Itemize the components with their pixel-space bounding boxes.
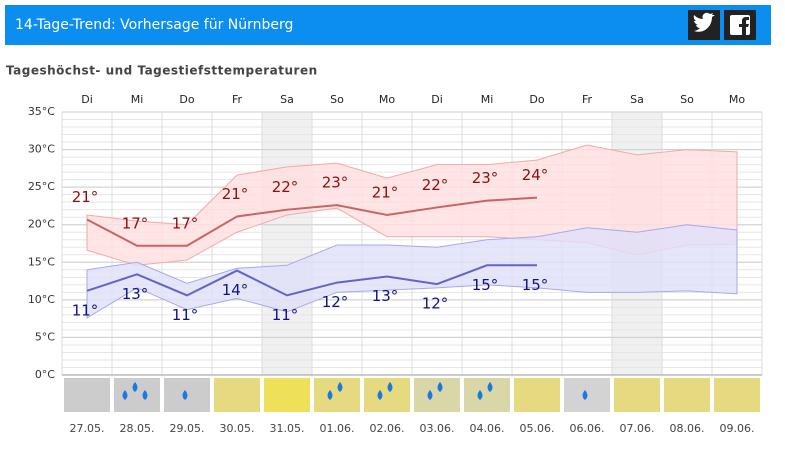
twitter-button[interactable] xyxy=(688,10,720,40)
weather-tile xyxy=(464,378,510,412)
date-label: 29.05. xyxy=(170,422,205,435)
value-label: 17° xyxy=(172,214,199,232)
weather-tile xyxy=(314,378,360,412)
day-label: Do xyxy=(529,93,544,106)
date-label: 03.06. xyxy=(420,422,455,435)
y-tick-label: 15°C xyxy=(28,255,55,268)
weather-tile xyxy=(614,378,660,412)
value-label: 12° xyxy=(422,295,449,313)
weather-tile xyxy=(714,378,760,412)
date-label: 30.05. xyxy=(220,422,255,435)
date-label: 28.05. xyxy=(120,422,155,435)
value-label: 11° xyxy=(72,301,99,319)
weather-tile xyxy=(64,378,110,412)
date-label: 01.06. xyxy=(320,422,355,435)
rain-drop xyxy=(477,390,483,400)
temperature-line xyxy=(86,196,538,247)
rain-drop xyxy=(377,390,383,400)
date-label: 07.06. xyxy=(620,422,655,435)
date-label: 27.05. xyxy=(70,422,105,435)
value-label: 14° xyxy=(222,281,249,299)
y-tick-label: 10°C xyxy=(28,293,55,306)
weekend-shade xyxy=(262,112,312,375)
rain-drop xyxy=(327,390,333,400)
value-label: 11° xyxy=(272,306,299,324)
date-label: 05.06. xyxy=(520,422,555,435)
header-title: 14-Tage-Trend: Vorhersage für Nürnberg xyxy=(15,17,293,33)
y-tick-label: 20°C xyxy=(28,218,55,231)
day-label: Mi xyxy=(131,93,144,106)
header-bar xyxy=(5,5,771,45)
y-tick-label: 30°C xyxy=(28,143,55,156)
day-label: Mo xyxy=(379,93,395,106)
day-label: Di xyxy=(431,93,443,106)
value-label: 11° xyxy=(172,306,199,324)
date-label: 08.06. xyxy=(670,422,705,435)
y-tick-label: 5°C xyxy=(35,330,55,343)
rain-drop xyxy=(182,390,188,400)
weather-tile xyxy=(364,378,410,412)
day-label: So xyxy=(680,93,694,106)
rain-drop xyxy=(582,390,588,400)
day-label: Fr xyxy=(232,93,243,106)
value-label: 13° xyxy=(372,287,399,305)
date-label: 06.06. xyxy=(570,422,605,435)
value-label: 12° xyxy=(322,293,349,311)
value-label: 21° xyxy=(372,183,399,201)
value-label: 15° xyxy=(522,276,549,294)
rain-drop xyxy=(132,382,138,392)
value-label: 24° xyxy=(522,166,549,184)
day-label: Di xyxy=(81,93,93,106)
value-label: 13° xyxy=(122,285,149,303)
day-label: Mi xyxy=(481,93,494,106)
value-label: 21° xyxy=(72,188,99,206)
day-label: Mo xyxy=(729,93,745,106)
value-label: 21° xyxy=(222,185,249,203)
rain-drop xyxy=(487,382,493,392)
date-label: 31.05. xyxy=(270,422,305,435)
value-label: 17° xyxy=(122,214,149,232)
weather-tile xyxy=(114,378,160,412)
weather-tile xyxy=(264,378,310,412)
range-band xyxy=(86,224,738,319)
y-tick-label: 25°C xyxy=(28,180,55,193)
value-label: 15° xyxy=(472,276,499,294)
weather-tile xyxy=(414,378,460,412)
rain-drop xyxy=(387,382,393,392)
y-tick-label: 0°C xyxy=(35,368,55,381)
weather-tile xyxy=(514,378,560,412)
value-label: 22° xyxy=(272,178,299,196)
rain-drop xyxy=(427,390,433,400)
value-label: 23° xyxy=(472,169,499,187)
rain-drop xyxy=(337,382,343,392)
value-label: 22° xyxy=(422,176,449,194)
date-label: 09.06. xyxy=(720,422,755,435)
chart-title: Tageshöchst- und Tagestiefsttemperaturen xyxy=(6,64,318,78)
weather-tile xyxy=(214,378,260,412)
rain-drop xyxy=(437,382,443,392)
y-tick-label: 35°C xyxy=(28,105,55,118)
day-label: Do xyxy=(179,93,194,106)
day-label: Sa xyxy=(280,93,294,106)
rain-drop xyxy=(142,390,148,400)
value-label: 23° xyxy=(322,174,349,192)
temperature-line xyxy=(86,264,537,297)
date-label: 04.06. xyxy=(470,422,505,435)
date-label: 02.06. xyxy=(370,422,405,435)
rain-drop xyxy=(122,390,128,400)
day-label: Fr xyxy=(582,93,593,106)
facebook-button[interactable] xyxy=(724,10,756,40)
day-label: So xyxy=(330,93,344,106)
day-label: Sa xyxy=(630,93,644,106)
weather-tile xyxy=(664,378,710,412)
